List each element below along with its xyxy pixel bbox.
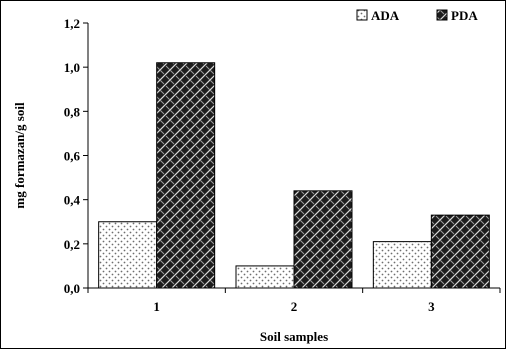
y-tick-label: 0,6 xyxy=(64,149,81,164)
x-tick-label: 1 xyxy=(153,299,160,314)
y-tick-label: 0,2 xyxy=(64,237,80,252)
x-axis-label: Soil samples xyxy=(260,329,328,344)
y-tick-label: 0,8 xyxy=(64,104,81,119)
y-tick-label: 1,2 xyxy=(64,16,80,31)
legend-label-pda: PDA xyxy=(451,8,478,23)
y-axis-label: mg formazan/g soil xyxy=(12,102,27,209)
bar-ada-3 xyxy=(372,241,432,289)
x-tick-label: 3 xyxy=(428,299,435,314)
bar-ada-1 xyxy=(98,221,158,289)
y-tick-label: 0,0 xyxy=(64,281,80,296)
y-tick-label: 1,0 xyxy=(64,60,80,75)
bar-pda-2 xyxy=(293,190,353,289)
bar-pda-1 xyxy=(156,62,216,289)
legend-label-ada: ADA xyxy=(371,8,400,23)
y-tick-label: 0,4 xyxy=(64,193,81,208)
legend: ADA PDA xyxy=(356,8,478,23)
legend-swatch-pda xyxy=(436,9,448,21)
bar-ada-2 xyxy=(235,265,295,289)
legend-swatch-ada xyxy=(356,9,368,21)
x-tick-label: 2 xyxy=(291,299,298,314)
bar-pda-3 xyxy=(430,214,490,289)
